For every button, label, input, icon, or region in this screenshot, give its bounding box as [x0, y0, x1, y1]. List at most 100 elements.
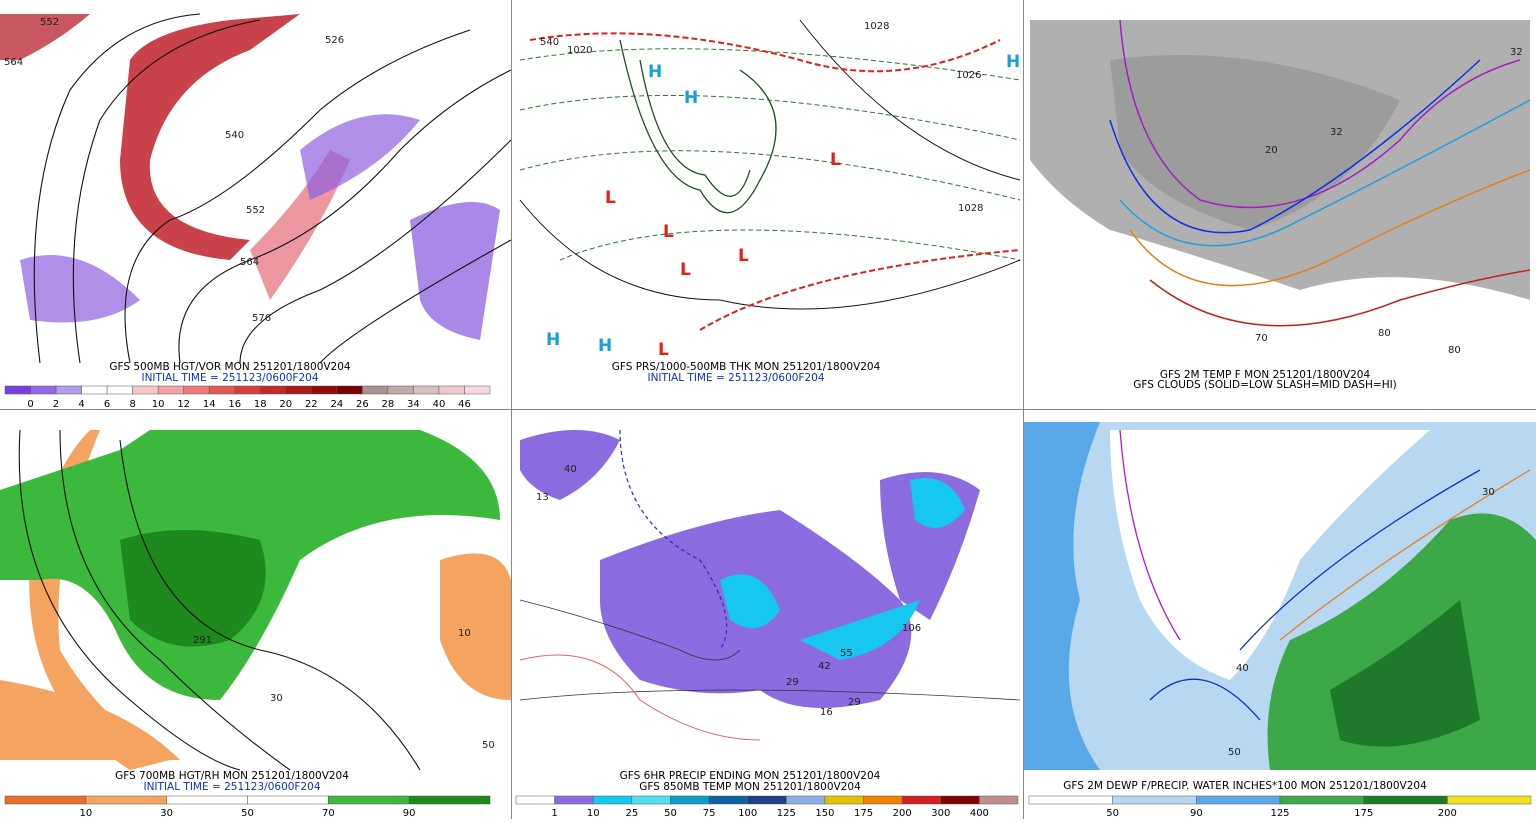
colorbar-swatch — [515, 795, 555, 805]
caption: GFS PRS/1000-500MB THK MON 251201/1800V2… — [612, 361, 881, 373]
map-700mb: 291 50 10 30 — [0, 422, 511, 771]
colorbar-label: 12 — [177, 399, 190, 410]
map-pressure: 540 1020 1028 1026 1028 H H H H H L L L … — [512, 14, 1023, 363]
high-label: H — [684, 88, 698, 108]
colorbar-swatch — [336, 385, 363, 395]
contour-label: 1020 — [567, 45, 592, 56]
colorbar-swatch — [1447, 795, 1532, 805]
contour-label: 1028 — [958, 203, 983, 214]
colorbar-swatch — [4, 795, 87, 805]
colorbar-label: 24 — [330, 399, 343, 410]
colorbar-label: 2 — [53, 399, 59, 410]
caption: GFS 850MB TEMP MON 251201/1800V204 — [639, 781, 861, 793]
colorbar-swatch — [631, 795, 671, 805]
colorbar-swatch — [81, 385, 108, 395]
colorbar-label: 175 — [1354, 808, 1373, 819]
precip-label: 29 — [848, 697, 861, 708]
low-label: L — [738, 246, 749, 266]
colorbar-swatch — [208, 385, 235, 395]
colorbar-swatch — [85, 795, 167, 805]
colorbar-swatch — [408, 795, 491, 805]
contour-label: 576 — [252, 313, 271, 324]
low-label: L — [680, 260, 691, 280]
colorbar-label: 4 — [78, 399, 84, 410]
precip-label: 55 — [840, 648, 853, 659]
low-label: L — [830, 150, 841, 170]
colorbar-label: 75 — [703, 808, 716, 819]
caption: GFS 2M TEMP F MON 251201/1800V204 — [1160, 369, 1371, 381]
contour-label: 70 — [1255, 333, 1268, 344]
colorbar-label: 28 — [382, 399, 395, 410]
contour-label: 526 — [325, 35, 344, 46]
colorbar-swatch — [247, 795, 329, 805]
colorbar-label: 14 — [203, 399, 216, 410]
colorbar-label: 10 — [79, 808, 92, 819]
colorbar-label: 16 — [228, 399, 241, 410]
contour-label: 291 — [193, 635, 212, 646]
colorbar-swatch — [132, 385, 159, 395]
colorbar-swatch — [1196, 795, 1281, 805]
colorbar-swatch — [413, 385, 440, 395]
colorbar-swatch — [1112, 795, 1197, 805]
colorbar-swatch — [328, 795, 410, 805]
map-dewpoint: 30 40 50 — [1024, 422, 1536, 770]
contour-label: 1026 — [956, 70, 981, 81]
precip-label: 13 — [536, 492, 549, 503]
colorbar-label: 34 — [407, 399, 420, 410]
colorbar-swatch — [747, 795, 787, 805]
contour-label: 32 — [1510, 47, 1523, 58]
colorbar-label: 25 — [625, 808, 638, 819]
colorbar-label: 150 — [815, 808, 834, 819]
colorbar-swatch — [4, 385, 31, 395]
contour-label: 552 — [246, 205, 265, 216]
colorbar-swatch — [387, 385, 414, 395]
colorbar-label: 0 — [27, 399, 33, 410]
colorbar-swatch — [285, 385, 312, 395]
contour-label: 540 — [540, 37, 559, 48]
colorbar-label: 175 — [854, 808, 873, 819]
colorbar-swatch — [183, 385, 210, 395]
contour-label: 20 — [1265, 145, 1278, 156]
colorbar-label: 300 — [931, 808, 950, 819]
contour-label: 10 — [458, 628, 471, 639]
colorbar-swatch — [438, 385, 465, 395]
contour-label: 564 — [240, 257, 259, 268]
colorbar-swatch — [234, 385, 261, 395]
caption: GFS 6HR PRECIP ENDING MON 251201/1800V20… — [620, 770, 881, 782]
colorbar-label: 40 — [433, 399, 446, 410]
colorbar-label: 70 — [322, 808, 335, 819]
colorbar-swatch — [708, 795, 748, 805]
colorbar-label: 10 — [152, 399, 165, 410]
caption: GFS 2M DEWP F/PRECIP. WATER INCHES*100 M… — [1063, 780, 1427, 792]
contour-label: 80 — [1448, 345, 1461, 356]
colorbar-swatch — [30, 385, 57, 395]
colorbar-label: 18 — [254, 399, 267, 410]
contour-label: 564 — [4, 57, 23, 68]
colorbar-label: 6 — [104, 399, 110, 410]
colorbar-label: 46 — [458, 399, 471, 410]
low-label: L — [663, 222, 674, 242]
colorbar-swatch — [311, 385, 338, 395]
colorbar-label: 90 — [1190, 808, 1203, 819]
colorbar-label: 125 — [1270, 808, 1289, 819]
colorbar-swatch — [106, 385, 133, 395]
colorbar-swatch — [157, 385, 184, 395]
precip-label: 42 — [818, 661, 831, 672]
contour-label: 40 — [1236, 663, 1249, 674]
colorbar-swatch — [1279, 795, 1364, 805]
contour-label: 50 — [482, 740, 495, 751]
colorbar-swatch — [592, 795, 633, 805]
high-label: H — [546, 330, 560, 350]
colorbar-label: 1 — [551, 808, 557, 819]
high-label: H — [648, 62, 662, 82]
colorbar-label: 26 — [356, 399, 369, 410]
colorbar-swatch — [786, 795, 826, 805]
caption: GFS 500MB HGT/VOR MON 251201/1800V204 — [109, 361, 351, 373]
low-label: L — [658, 340, 669, 360]
colorbar-swatch — [1363, 795, 1448, 805]
caption: INITIAL TIME = 251123/0600F204 — [647, 372, 824, 384]
colorbar-swatch — [863, 795, 903, 805]
colorbar-swatch — [55, 385, 82, 395]
colorbar-label: 20 — [279, 399, 292, 410]
